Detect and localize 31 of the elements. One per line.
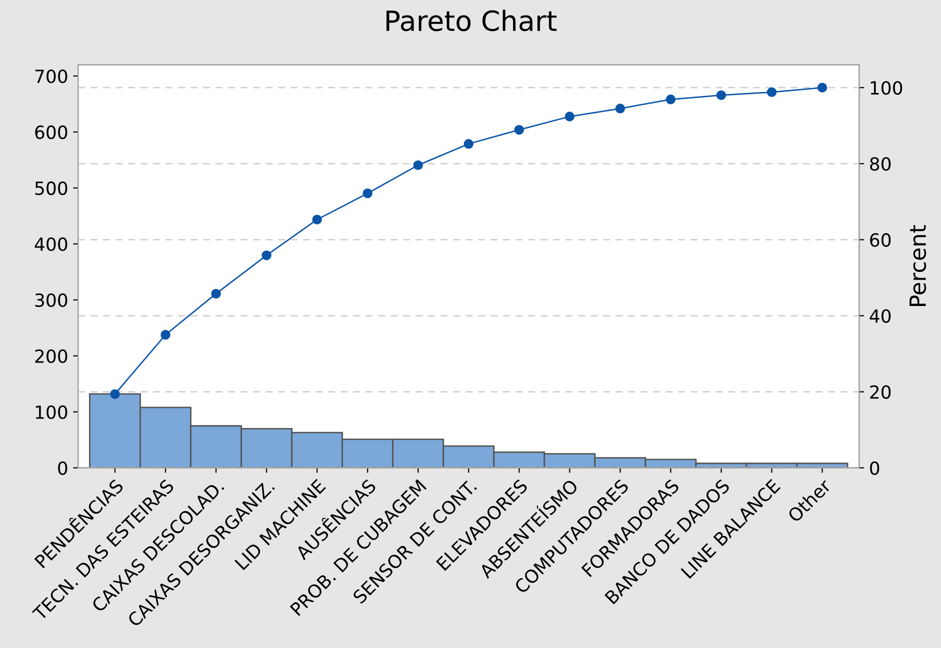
y2-tick-label: 60 — [870, 233, 891, 247]
point — [666, 94, 676, 104]
y-tick-label: 600 — [35, 125, 68, 140]
point — [262, 250, 272, 260]
y-tick-label: 200 — [35, 349, 68, 364]
point — [362, 188, 372, 198]
y2-tick-label: 100 — [870, 81, 902, 95]
point — [615, 104, 626, 114]
point — [413, 160, 423, 170]
point — [716, 90, 726, 100]
y-tick-label: 0 — [58, 461, 68, 475]
point — [110, 389, 120, 399]
y2-axis-title: Percent — [910, 225, 926, 306]
y-tick-label: 700 — [35, 69, 68, 84]
y2-tick-label: 20 — [870, 385, 891, 399]
y-tick-label: 500 — [35, 181, 68, 196]
y2-tick-label: 80 — [870, 157, 891, 171]
y2-tick-label: 40 — [870, 309, 891, 323]
point — [211, 288, 221, 299]
point — [564, 112, 575, 122]
point — [464, 139, 474, 149]
y-tick-label: 100 — [36, 405, 68, 419]
point — [160, 330, 170, 340]
point — [312, 214, 322, 224]
y-tick-label: 400 — [34, 237, 68, 252]
y-tick-label: 300 — [35, 293, 68, 308]
point — [514, 124, 524, 135]
y2-tick-label: 0 — [870, 461, 880, 475]
point — [817, 82, 828, 92]
point — [766, 87, 777, 98]
chart-title: Pareto Chart — [386, 10, 557, 32]
